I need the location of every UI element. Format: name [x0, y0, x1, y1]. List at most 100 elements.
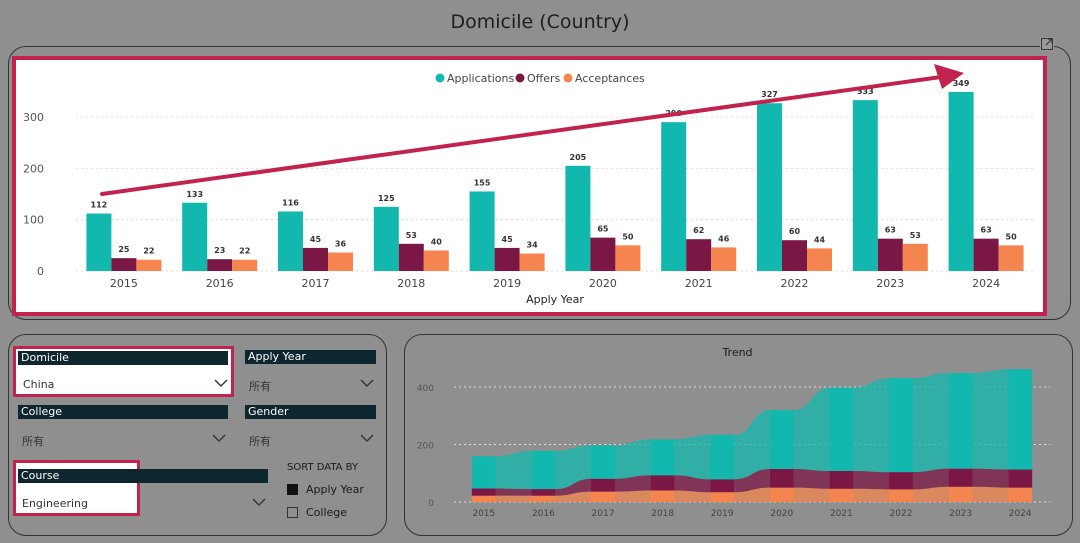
legend-label[interactable]: Applications: [447, 72, 514, 85]
gender-slicer-value[interactable]: 所有: [249, 435, 271, 448]
chevron-down-icon[interactable]: [252, 497, 266, 507]
trend-bar-applications[interactable]: [948, 372, 973, 469]
apply-year-slicer-value[interactable]: 所有: [249, 380, 271, 393]
trend-bar-applications[interactable]: [650, 439, 675, 476]
bar-data-label: 45: [310, 235, 322, 244]
trend-bar-acceptances[interactable]: [1008, 487, 1033, 502]
bar-offers[interactable]: [782, 240, 807, 271]
bar-acceptances[interactable]: [711, 247, 737, 271]
bar-acceptances[interactable]: [902, 243, 928, 271]
bar-offers[interactable]: [590, 237, 616, 271]
bar-acceptances[interactable]: [136, 259, 162, 271]
trend-bar-offers[interactable]: [650, 475, 675, 491]
bar-offers[interactable]: [398, 243, 424, 271]
sort-option-apply-year-label[interactable]: Apply Year: [306, 483, 364, 496]
trend-bar-offers[interactable]: [829, 470, 854, 489]
trend-bar-offers[interactable]: [1008, 469, 1033, 488]
bar-applications[interactable]: [182, 202, 208, 271]
bar-applications[interactable]: [757, 103, 782, 271]
bar-offers[interactable]: [494, 247, 520, 271]
trend-bar-applications[interactable]: [1008, 369, 1033, 470]
ribbon-applications: [913, 372, 949, 473]
course-slicer-value[interactable]: Engineering: [22, 497, 88, 510]
college-slicer-value[interactable]: 所有: [22, 435, 44, 448]
sort-option-college-label[interactable]: College: [306, 506, 348, 519]
sort-option-college-checkbox[interactable]: [287, 507, 298, 518]
bar-data-label: 50: [1006, 232, 1018, 241]
trend-bar-offers[interactable]: [531, 489, 556, 496]
trend-bar-acceptances[interactable]: [769, 487, 794, 502]
expand-icon[interactable]: [1040, 37, 1054, 51]
trend-bar-applications[interactable]: [769, 410, 794, 469]
college-slicer-header: College: [18, 405, 228, 419]
bar-offers[interactable]: [111, 258, 137, 271]
trend-bar-acceptances[interactable]: [531, 495, 556, 502]
x-tick-label: 2016: [206, 277, 234, 290]
legend-label[interactable]: Acceptances: [575, 72, 645, 85]
trend-bar-applications[interactable]: [471, 456, 496, 489]
bar-acceptances[interactable]: [807, 248, 832, 271]
bar-acceptances[interactable]: [519, 253, 545, 271]
trend-bar-acceptances[interactable]: [710, 492, 735, 502]
bar-acceptances[interactable]: [232, 259, 258, 271]
bar-applications[interactable]: [948, 91, 974, 271]
trend-bar-offers[interactable]: [948, 468, 973, 487]
bar-applications[interactable]: [565, 165, 591, 271]
bar-applications[interactable]: [469, 191, 495, 271]
bar-chart-svg: 0 100 200 300 Applications Offers Acceptances 1…: [23, 64, 1034, 306]
trend-bar-offers[interactable]: [591, 478, 615, 492]
trend-bar-applications[interactable]: [829, 387, 854, 471]
bar-data-label: 46: [718, 234, 730, 243]
course-slicer-header: Course: [18, 469, 268, 483]
legend-label[interactable]: Offers: [527, 72, 561, 85]
chevron-down-icon[interactable]: [360, 378, 374, 388]
legend-marker: [563, 73, 573, 83]
chevron-down-icon[interactable]: [214, 378, 228, 388]
trend-bar-offers[interactable]: [889, 472, 913, 490]
trend-bar-acceptances[interactable]: [591, 491, 615, 502]
trend-bar-applications[interactable]: [889, 378, 913, 473]
trend-bar-applications[interactable]: [531, 450, 556, 490]
bar-applications[interactable]: [852, 100, 878, 271]
bar-applications[interactable]: [278, 211, 303, 271]
bar-offers[interactable]: [973, 238, 999, 271]
trend-bar-acceptances[interactable]: [948, 486, 973, 502]
trend-bar-offers[interactable]: [769, 468, 794, 488]
bar-applications[interactable]: [86, 213, 112, 271]
bar-data-label: 112: [91, 201, 108, 210]
x-tick-label: 2021: [685, 277, 713, 290]
bar-data-label: 22: [239, 247, 250, 256]
trend-bar-applications[interactable]: [591, 445, 615, 479]
trend-bar-offers[interactable]: [471, 488, 496, 496]
trend-bar-acceptances[interactable]: [650, 490, 675, 503]
trend-arrow-shaft: [100, 75, 943, 196]
bar-acceptances[interactable]: [423, 250, 449, 271]
trend-bar-applications[interactable]: [710, 434, 735, 480]
bar-data-label: 333: [857, 87, 874, 96]
bar-data-label: 65: [597, 225, 609, 234]
ribbon-applications: [674, 434, 711, 480]
x-tick-label: 2019: [493, 277, 521, 290]
domicile-slicer-value[interactable]: China: [23, 378, 55, 391]
bar-data-label: 349: [953, 79, 970, 88]
trend-y-tick-label: 200: [417, 442, 434, 452]
trend-bar-acceptances[interactable]: [889, 489, 913, 502]
trend-bar-acceptances[interactable]: [829, 488, 854, 502]
bar-acceptances[interactable]: [615, 245, 641, 271]
bar-offers[interactable]: [877, 238, 903, 271]
chevron-down-icon[interactable]: [360, 433, 374, 443]
bar-acceptances[interactable]: [998, 245, 1024, 271]
bar-acceptances[interactable]: [328, 252, 353, 271]
sort-option-apply-year-checkbox[interactable]: [287, 484, 298, 495]
bar-offers[interactable]: [303, 247, 328, 271]
chevron-down-icon[interactable]: [212, 433, 226, 443]
ribbon-applications: [734, 410, 770, 480]
trend-bar-acceptances[interactable]: [471, 495, 496, 502]
bar-applications[interactable]: [661, 122, 687, 272]
ribbon-offers: [853, 470, 889, 490]
bar-applications[interactable]: [373, 206, 399, 271]
bar-offers[interactable]: [207, 259, 233, 271]
trend-bar-offers[interactable]: [710, 479, 735, 493]
bar-chart-panel: [8, 46, 1071, 320]
bar-offers[interactable]: [686, 239, 712, 271]
